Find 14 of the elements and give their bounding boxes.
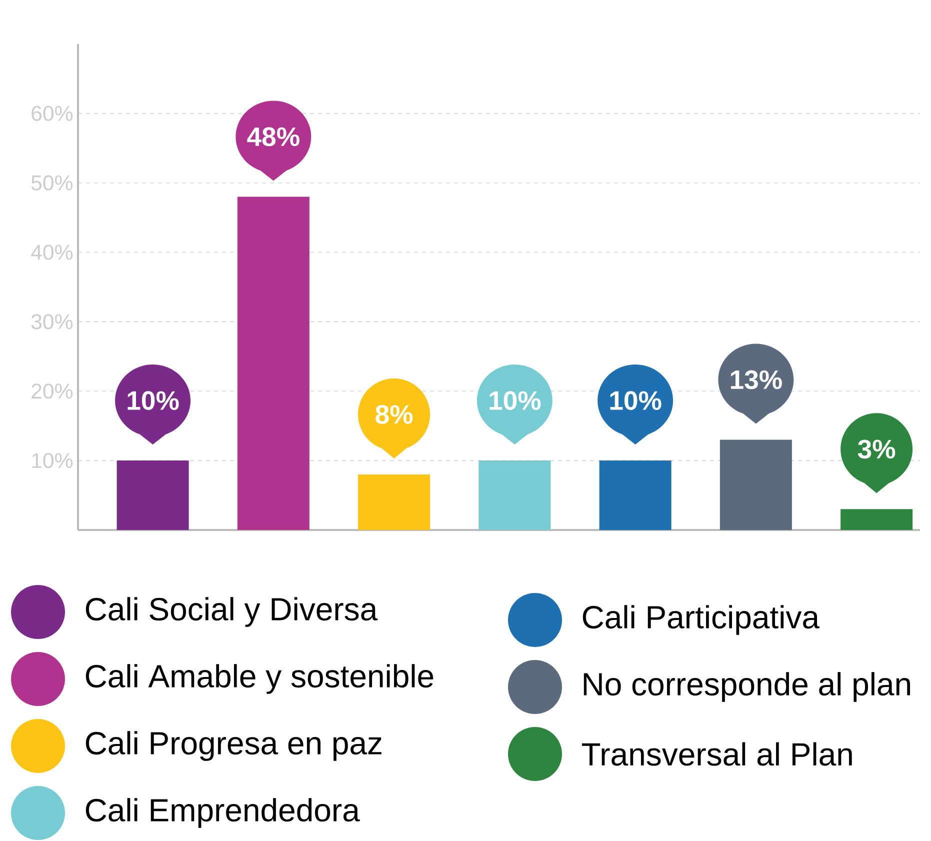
legend-label: Transversal al Plan	[582, 742, 852, 766]
legend-label: No corresponde al plan	[584, 672, 910, 702]
data-label: 8%	[376, 405, 413, 424]
legend-label: Cali Progresa en paz	[86, 731, 382, 761]
data-label: 10%	[128, 391, 179, 410]
legend-label: Cali Amable y sostenible	[86, 664, 434, 694]
data-label: 13%	[730, 370, 782, 390]
data-label: 3%	[858, 440, 896, 459]
data-label: 10%	[610, 391, 662, 410]
legend-label: Cali Social y Diversa	[86, 597, 378, 627]
data-label: 48%	[247, 127, 300, 146]
legend-label: Cali Participativa	[582, 605, 820, 635]
legend-label: Cali Emprendedora	[86, 798, 360, 828]
data-label: 10%	[490, 391, 541, 410]
